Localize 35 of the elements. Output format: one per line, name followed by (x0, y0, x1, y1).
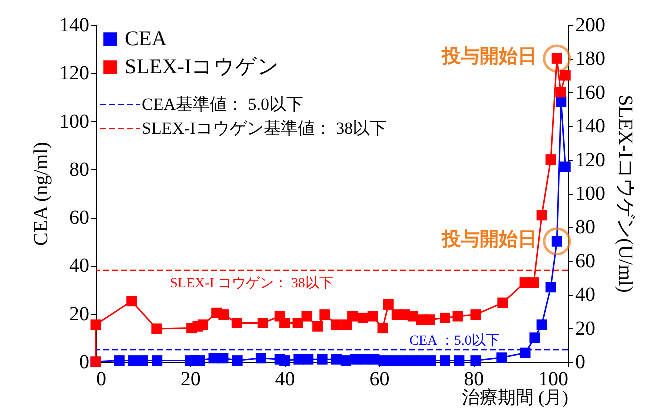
x-tick-label: 100 (538, 368, 568, 390)
y2-tick-label: 60 (576, 250, 596, 272)
y2-tick-label: 200 (576, 14, 606, 36)
y2-axis-title: SLEX-Iコウゲン(U/ml) (614, 95, 636, 293)
annotation: CEA基準値： 5.0以下 (142, 95, 304, 114)
y-tick-label: 140 (60, 14, 90, 36)
y2-tick-label: 180 (576, 48, 606, 70)
y-tick-label: 40 (70, 255, 90, 278)
ref-line-label: CEA ：5.0以下 (410, 332, 500, 349)
y-tick-label: 80 (70, 158, 90, 181)
annotation: 投与開始日 (441, 46, 538, 68)
y-tick-label: 100 (60, 110, 90, 133)
x-tick-label: 0 (96, 368, 106, 390)
y-axis-title: CEA (ng/ml) (30, 142, 52, 246)
y2-tick-label: 120 (576, 149, 606, 172)
annotation: SLEX-Iコウゲン基準値： 38以下 (142, 119, 388, 138)
legend-label: CEA (125, 26, 168, 50)
y2-tick-label: 100 (576, 183, 606, 205)
y2-tick-label: 0 (576, 352, 586, 374)
y-tick-label: 0 (80, 352, 90, 374)
x-tick-label: 40 (275, 368, 296, 390)
y-tick-label: 120 (60, 62, 90, 85)
y-tick-label: 60 (70, 207, 90, 230)
x-axis-title: 治療期間 (月) (462, 388, 568, 408)
y2-tick-label: 140 (576, 116, 606, 138)
y2-tick-label: 20 (576, 318, 596, 340)
ref-line-label: SLEX-I コウゲン： 38以下 (170, 276, 334, 292)
y2-tick-label: 40 (576, 284, 596, 306)
legend-label: SLEX-Iコウゲン (125, 54, 280, 78)
x-tick-label: 20 (180, 368, 201, 390)
y2-tick-label: 160 (576, 82, 606, 104)
annotation: 投与開始日 (441, 228, 538, 251)
x-tick-label: 60 (370, 368, 390, 390)
y-tick-label: 20 (70, 303, 90, 326)
y2-tick-label: 80 (576, 216, 596, 239)
